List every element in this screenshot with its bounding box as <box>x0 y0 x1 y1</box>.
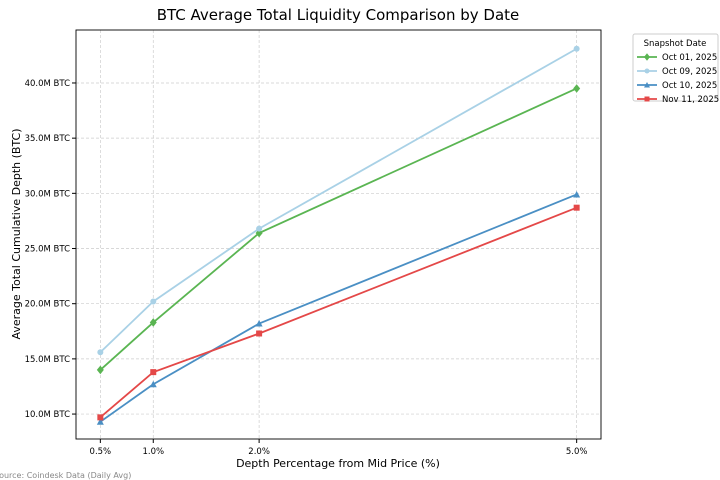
square-marker <box>573 204 580 211</box>
triangle-marker <box>149 380 157 388</box>
y-tick-label: 15.0M BTC <box>25 355 70 365</box>
circle-marker <box>573 45 580 52</box>
triangle-marker <box>96 418 104 425</box>
series-nov-11-2025 <box>97 204 580 421</box>
y-tick-label: 30.0M BTC <box>25 189 70 199</box>
y-tick-label: 35.0M BTC <box>25 134 70 144</box>
circle-marker <box>150 298 157 305</box>
square-marker <box>644 96 650 102</box>
triangle-marker <box>644 82 650 88</box>
series-oct-09-2025 <box>97 45 580 356</box>
legend-entry-label: Oct 10, 2025 <box>662 81 717 91</box>
diamond-marker <box>644 53 650 61</box>
series-oct-01-2025 <box>96 84 581 375</box>
legend-entry-label: Oct 09, 2025 <box>662 67 717 77</box>
circle-marker <box>256 225 263 232</box>
x-tick-label: 5.0% <box>566 447 588 457</box>
series-oct-10-2025 <box>96 190 581 425</box>
plot-frame <box>75 29 602 440</box>
triangle-marker <box>255 320 263 327</box>
x-tick-label: 0.5% <box>90 447 112 457</box>
square-marker <box>150 369 157 376</box>
square-marker <box>256 330 263 337</box>
legend-title: Snapshot Date <box>644 39 707 49</box>
diamond-marker <box>96 365 104 375</box>
series-line <box>99 87 578 371</box>
series-line <box>99 206 577 419</box>
square-marker <box>97 414 104 421</box>
legend-entry-label: Nov 11, 2025 <box>662 95 719 105</box>
triangle-marker <box>573 190 581 198</box>
diamond-marker <box>149 318 157 327</box>
y-tick-label: 20.0M BTC <box>25 300 70 310</box>
x-axis: 0.5% 1.0% 2.0% 5.0% <box>90 439 588 457</box>
chart-title: BTC Average Total Liquidity Comparison b… <box>157 6 520 24</box>
series-line <box>99 193 577 423</box>
series-group <box>96 45 581 425</box>
circle-marker <box>97 349 104 356</box>
y-tick-label: 10.0M BTC <box>25 410 70 420</box>
legend: Snapshot Date Oct 01, 2025 Oct 09, 2025 Oc… <box>632 33 719 105</box>
y-axis: 10.0M BTC 15.0M BTC 20.0M BTC 25.0M BTC 30.0… <box>25 79 76 420</box>
grid <box>76 30 601 439</box>
legend-entry-label: Oct 01, 2025 <box>662 53 717 63</box>
y-tick-label: 25.0M BTC <box>25 245 70 255</box>
x-axis-label: Depth Percentage from Mid Price (%) <box>236 457 440 470</box>
circle-marker <box>644 68 650 74</box>
series-line <box>99 47 578 353</box>
x-tick-label: 1.0% <box>142 447 164 457</box>
y-axis-label: Average Total Cumulative Depth (BTC) <box>10 128 23 339</box>
x-tick-label: 2.0% <box>248 447 270 457</box>
source-annotation: Source: Coindesk Data (Daily Avg) <box>0 471 131 480</box>
diamond-marker <box>573 84 581 93</box>
y-tick-label: 40.0M BTC <box>25 79 70 89</box>
